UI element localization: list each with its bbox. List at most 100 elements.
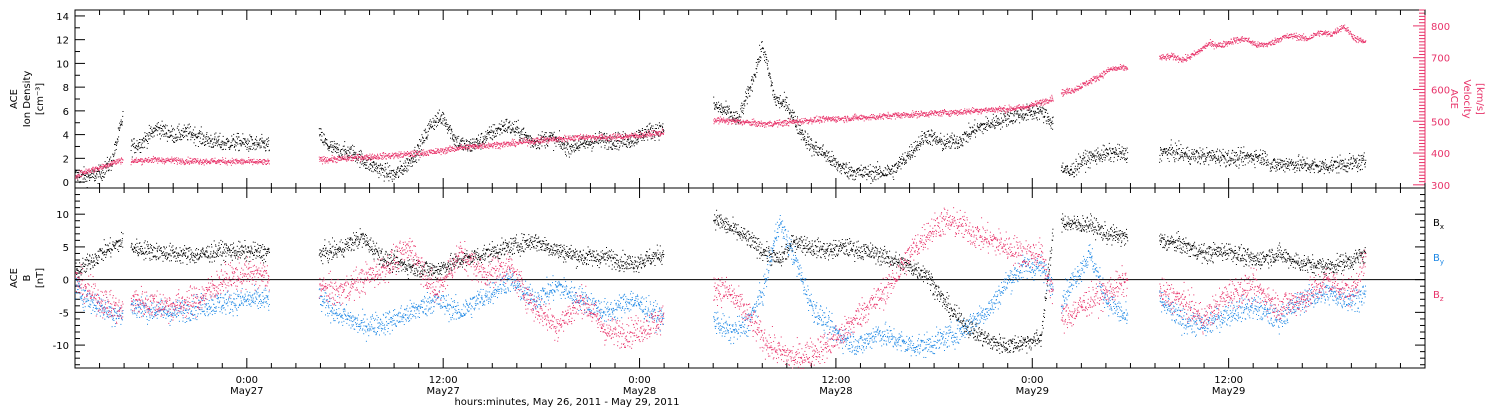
data-point bbox=[1105, 155, 1107, 156]
data-point bbox=[594, 133, 596, 135]
data-point bbox=[181, 130, 183, 132]
data-point bbox=[1271, 161, 1273, 163]
data-point bbox=[914, 148, 916, 150]
data-point bbox=[1018, 114, 1020, 116]
data-point bbox=[109, 163, 111, 165]
data-point bbox=[762, 48, 764, 50]
data-point bbox=[735, 123, 737, 125]
data-point bbox=[117, 158, 119, 160]
data-point bbox=[479, 143, 481, 144]
data-point bbox=[192, 158, 194, 160]
data-point bbox=[900, 158, 902, 160]
data-point bbox=[537, 140, 539, 142]
data-point bbox=[356, 159, 358, 161]
data-point bbox=[565, 147, 567, 149]
data-point bbox=[1218, 159, 1220, 161]
data-point bbox=[254, 142, 256, 144]
data-point bbox=[1123, 154, 1125, 156]
data-point bbox=[163, 124, 165, 126]
data-point bbox=[972, 131, 974, 132]
data-point bbox=[939, 140, 941, 142]
data-point bbox=[987, 122, 989, 124]
data-point bbox=[861, 175, 863, 177]
data-point bbox=[1089, 162, 1091, 164]
data-point bbox=[516, 126, 518, 128]
data-point bbox=[875, 167, 877, 169]
data-point bbox=[544, 145, 546, 147]
data-point bbox=[94, 167, 96, 168]
data-point bbox=[425, 137, 427, 139]
data-point bbox=[646, 131, 647, 133]
data-point bbox=[1238, 164, 1240, 166]
data-point bbox=[86, 176, 88, 178]
data-point bbox=[191, 162, 193, 164]
data-point bbox=[796, 120, 798, 122]
data-point bbox=[1181, 152, 1183, 154]
data-point bbox=[646, 125, 648, 127]
data-point bbox=[223, 144, 225, 146]
data-point bbox=[153, 162, 155, 163]
data-point bbox=[1077, 165, 1079, 167]
data-point bbox=[340, 149, 342, 151]
data-point bbox=[572, 145, 574, 147]
data-point bbox=[1280, 167, 1282, 169]
data-point bbox=[1075, 160, 1077, 162]
data-point bbox=[147, 134, 149, 136]
data-point bbox=[122, 115, 124, 117]
data-point bbox=[1304, 165, 1306, 167]
data-point bbox=[1049, 119, 1051, 121]
data-point bbox=[1252, 155, 1254, 157]
data-point bbox=[141, 164, 143, 166]
data-point bbox=[756, 68, 758, 70]
data-point bbox=[641, 140, 643, 141]
data-point bbox=[810, 143, 812, 145]
data-point bbox=[266, 160, 268, 162]
data-point bbox=[1107, 153, 1108, 154]
data-point bbox=[1196, 151, 1198, 153]
data-point bbox=[1303, 159, 1305, 161]
data-point bbox=[1160, 148, 1162, 150]
data-point bbox=[423, 129, 425, 131]
data-point bbox=[1189, 164, 1191, 165]
data-point bbox=[826, 155, 828, 157]
data-point bbox=[338, 149, 340, 151]
data-point bbox=[1120, 156, 1122, 158]
data-point bbox=[1048, 116, 1050, 118]
data-point bbox=[475, 139, 477, 140]
data-point bbox=[342, 156, 344, 158]
data-point bbox=[177, 139, 179, 141]
data-point bbox=[1241, 161, 1243, 163]
data-point bbox=[1126, 157, 1128, 159]
data-point bbox=[825, 152, 827, 154]
data-point bbox=[1165, 152, 1167, 154]
data-point bbox=[339, 159, 340, 161]
data-point bbox=[433, 129, 435, 130]
data-point bbox=[185, 134, 187, 136]
data-point bbox=[498, 127, 500, 129]
data-point bbox=[205, 158, 207, 160]
data-point bbox=[421, 134, 423, 136]
data-point bbox=[886, 175, 888, 177]
data-point bbox=[795, 125, 796, 127]
data-point bbox=[875, 170, 877, 172]
data-point bbox=[1246, 157, 1248, 159]
data-point bbox=[1174, 142, 1176, 144]
data-point bbox=[155, 158, 157, 160]
data-point bbox=[859, 174, 861, 176]
data-point bbox=[229, 161, 231, 163]
data-point bbox=[539, 134, 541, 136]
data-point bbox=[214, 161, 216, 162]
data-point bbox=[747, 86, 749, 88]
data-point bbox=[179, 133, 181, 135]
data-point bbox=[589, 141, 591, 143]
data-point bbox=[1115, 149, 1117, 151]
data-point bbox=[260, 146, 262, 148]
data-point bbox=[1038, 110, 1040, 112]
data-point bbox=[97, 167, 99, 169]
data-point bbox=[329, 158, 331, 160]
data-point bbox=[222, 143, 224, 145]
data-point bbox=[784, 105, 786, 107]
data-point bbox=[207, 136, 209, 138]
data-point bbox=[1046, 109, 1047, 111]
data-point bbox=[1114, 154, 1116, 155]
